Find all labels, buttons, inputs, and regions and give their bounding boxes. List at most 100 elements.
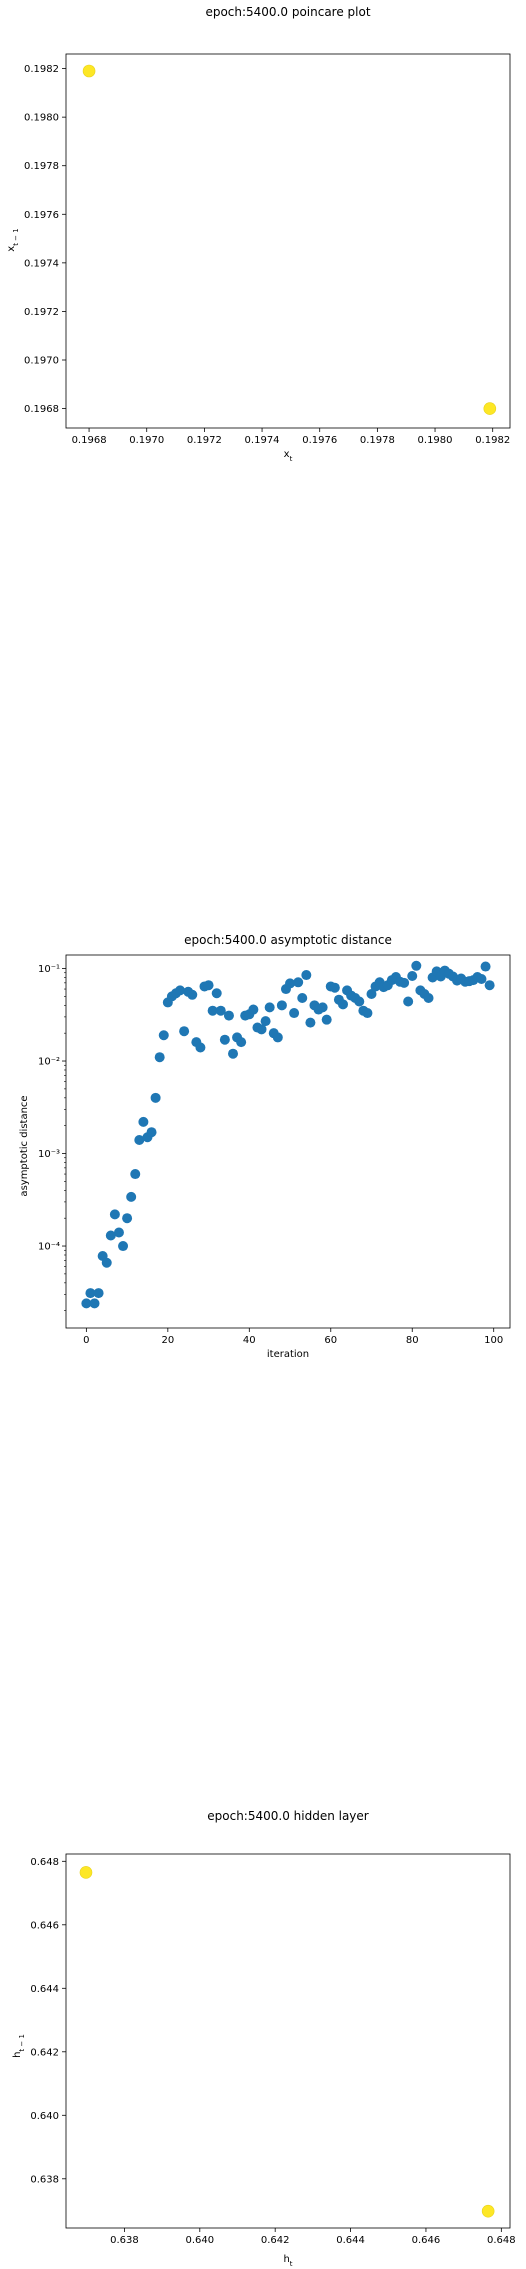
data-point: [223, 1010, 234, 1021]
data-point: [423, 993, 434, 1004]
y-tick-label: 0.1980: [24, 113, 59, 124]
asymptotic-distance-plot: epoch:5400.0 asymptotic distance iterati…: [19, 933, 511, 1360]
x-axis-label: xt: [284, 449, 293, 463]
y-tick-label: 0.644: [30, 1984, 59, 1995]
plot-frame: [65, 53, 511, 429]
x-tick-label: 0.1968: [72, 435, 107, 446]
x-axis-label: ht: [283, 2254, 292, 2268]
data-point: [301, 970, 312, 981]
data-point: [219, 1034, 230, 1045]
chart-title: epoch:5400.0 hidden layer: [207, 1809, 369, 1823]
data-point: [138, 1116, 149, 1127]
data-point: [403, 996, 414, 1007]
x-tick-label: 0.648: [487, 2235, 516, 2246]
data-point: [109, 1209, 120, 1220]
data-point: [134, 1135, 145, 1146]
data-point: [126, 1191, 137, 1202]
plot-frame: [65, 954, 511, 1329]
x-tick-label: 0.1972: [187, 435, 222, 446]
x-tick-label: 0.1976: [302, 435, 337, 446]
data-point: [484, 980, 495, 991]
x-tick-label: 100: [484, 1335, 503, 1346]
data-point: [130, 1169, 141, 1180]
x-tick-label: 0.1982: [475, 435, 510, 446]
x-tick-label: 0.1970: [129, 435, 164, 446]
data-point: [317, 1002, 328, 1013]
x-tick-label: 0.638: [110, 2235, 139, 2246]
data-point: [483, 402, 497, 415]
data-point: [113, 1227, 124, 1238]
data-point: [480, 961, 491, 972]
data-point: [195, 1042, 206, 1053]
hidden-layer-plot: epoch:5400.0 hidden layer ht ht − 1 0.63…: [12, 1809, 516, 2268]
y-tick-label: 10⁻²: [38, 1057, 60, 1068]
data-point: [105, 1230, 116, 1241]
data-point: [89, 1298, 100, 1309]
data-point: [297, 993, 308, 1004]
data-point: [399, 977, 410, 988]
x-tick-label: 20: [161, 1335, 174, 1346]
data-point: [207, 1005, 218, 1016]
data-point: [150, 1092, 161, 1103]
data-point: [122, 1213, 133, 1224]
data-point: [81, 1298, 92, 1309]
data-point: [337, 999, 348, 1010]
data-point: [248, 1004, 259, 1015]
y-tick-label: 0.1982: [24, 64, 59, 75]
data-point: [321, 1014, 332, 1025]
data-point: [481, 2204, 495, 2218]
y-axis-label: ht − 1: [12, 2034, 26, 2058]
y-axis-label: asymptotic distance: [19, 1095, 30, 1196]
y-tick-label: 0.648: [30, 1857, 59, 1868]
data-point: [154, 1052, 165, 1063]
data-point: [305, 1017, 316, 1028]
data-point: [354, 996, 365, 1007]
data-point: [82, 64, 96, 78]
chart-title: epoch:5400.0 asymptotic distance: [184, 933, 392, 947]
data-point: [260, 1016, 271, 1027]
data-point: [366, 989, 377, 1000]
data-point: [179, 1026, 190, 1037]
chart-title: epoch:5400.0 poincare plot: [205, 5, 370, 19]
y-tick-label: 0.646: [30, 1920, 59, 1931]
data-point: [411, 960, 422, 971]
x-tick-label: 0.640: [185, 2235, 214, 2246]
data-point: [211, 988, 222, 999]
data-point: [79, 1866, 93, 1879]
data-point: [285, 978, 296, 989]
data-point: [93, 1288, 104, 1299]
data-point: [362, 1008, 373, 1019]
data-point: [146, 1127, 157, 1138]
data-point: [476, 974, 487, 985]
y-tick-label: 0.640: [30, 2111, 59, 2122]
data-point: [264, 1002, 275, 1013]
data-point: [256, 1024, 267, 1035]
data-point: [158, 1030, 169, 1041]
data-point: [215, 1005, 226, 1016]
x-axis-label: iteration: [267, 1349, 309, 1360]
y-tick-label: 0.1978: [24, 161, 59, 172]
data-point: [329, 982, 340, 993]
data-point: [236, 1037, 247, 1048]
y-tick-label: 0.638: [30, 2174, 59, 2185]
y-tick-label: 10⁻⁴: [38, 1242, 60, 1253]
x-tick-label: 0.1980: [418, 435, 453, 446]
data-point: [118, 1241, 129, 1252]
y-tick-label: 0.1972: [24, 307, 59, 318]
y-axis-label: xt − 1: [6, 228, 20, 251]
x-tick-label: 0.1978: [360, 435, 395, 446]
y-tick-label: 0.1968: [24, 404, 59, 415]
x-tick-label: 0.642: [261, 2235, 290, 2246]
data-point: [407, 971, 418, 982]
x-tick-label: 0: [83, 1335, 89, 1346]
y-tick-label: 0.1976: [24, 210, 59, 221]
plot-frame: [65, 1853, 511, 2229]
x-tick-label: 0.646: [412, 2235, 441, 2246]
data-point: [289, 1008, 300, 1019]
x-tick-label: 40: [243, 1335, 256, 1346]
y-tick-label: 10⁻³: [38, 1149, 60, 1160]
y-tick-label: 10⁻¹: [38, 964, 60, 975]
data-point: [101, 1257, 112, 1268]
data-point: [293, 977, 304, 988]
